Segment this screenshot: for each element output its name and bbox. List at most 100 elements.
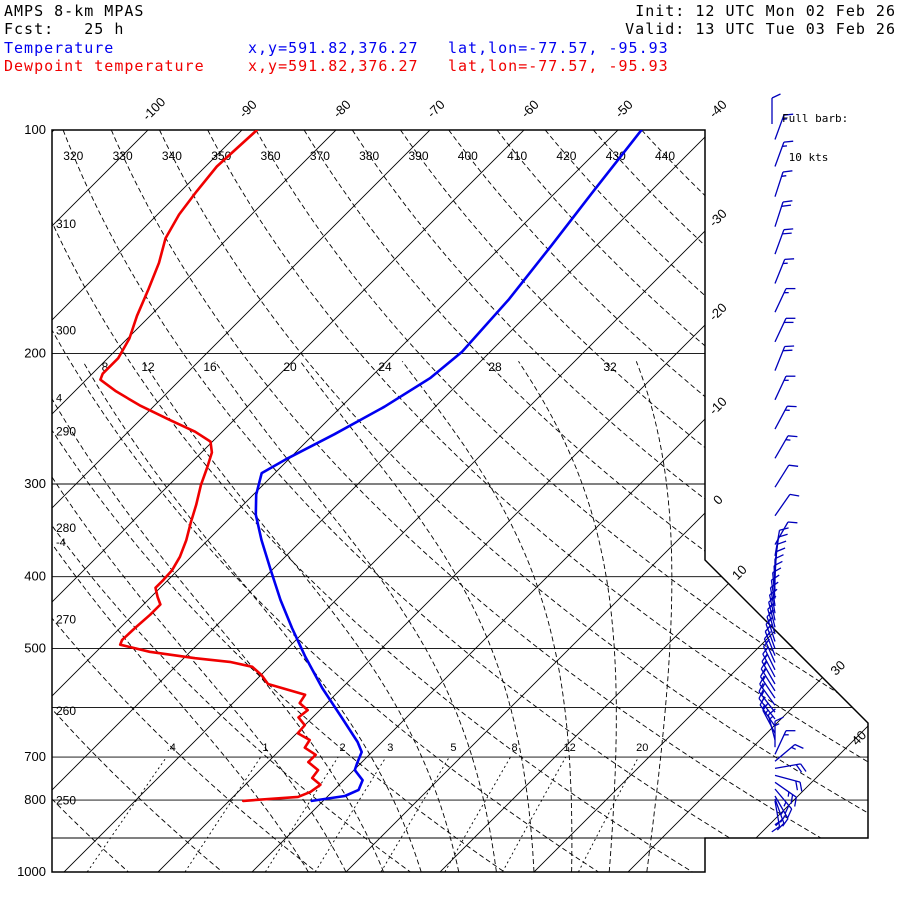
wind-barb — [767, 708, 776, 741]
isotherm-label-right: 40 — [848, 727, 869, 748]
pressure-gridlines — [52, 130, 868, 872]
wind-barb — [774, 435, 798, 459]
wind-barb — [770, 574, 780, 607]
dry-adiabat-label: 440 — [655, 149, 675, 163]
wind-barb — [771, 800, 781, 833]
dry-adiabat-label: 330 — [113, 149, 133, 163]
forecast-hour: Fcst: 25 h — [4, 20, 125, 38]
isotherm-label-right: 0 — [710, 492, 726, 508]
moist-adiabat-label: 12 — [141, 360, 155, 374]
dry-adiabat-label: 260 — [56, 704, 76, 718]
isotherm-label-top: -100 — [139, 94, 168, 123]
wind-barb — [774, 405, 797, 430]
moist-adiabat-label: 32 — [603, 360, 617, 374]
dewpoint-trace — [99, 130, 322, 803]
moist-adiabat-label: 24 — [378, 360, 392, 374]
temperature-xy: x,y=591.82,376.27 — [248, 39, 419, 57]
wind-barb — [774, 317, 796, 343]
isotherm-label-right: -10 — [706, 394, 730, 418]
isotherm-label-right: -30 — [706, 206, 730, 230]
mixing-ratio-label: 12 — [564, 742, 576, 754]
isotherm-lines — [52, 130, 868, 872]
dry-adiabat-label: 360 — [261, 149, 281, 163]
wind-barb — [774, 795, 789, 827]
wind-barb — [774, 228, 794, 255]
wind-barb — [774, 493, 800, 517]
temperature-trace — [254, 130, 643, 803]
wind-barb — [774, 774, 803, 792]
traces — [99, 130, 643, 803]
init-time: Init: 12 UTC Mon 02 Feb 26 — [635, 2, 896, 20]
barb-legend-line1: Full barb: — [782, 112, 849, 125]
pressure-axis-label: 300 — [24, 476, 46, 491]
mixing-ratio-label: 2 — [340, 742, 346, 754]
moist-adiabat-label: -4 — [56, 537, 66, 549]
dry-adiabat-label: 400 — [458, 149, 478, 163]
wind-barb — [774, 140, 794, 167]
wind-barb — [759, 675, 776, 706]
wind-barb — [774, 170, 793, 197]
wind-barb — [768, 588, 778, 621]
isotherm-label-right: 30 — [827, 657, 848, 678]
moist-adiabat-label: 28 — [488, 360, 502, 374]
dry-adiabat-label: 320 — [63, 149, 83, 163]
moist-adiabat-label: 4 — [56, 392, 62, 404]
dry-adiabat-label: 280 — [56, 521, 76, 535]
dry-adiabat-label: 340 — [162, 149, 182, 163]
pressure-axis-label: 500 — [24, 641, 46, 656]
temperature-latlon: lat,lon=-77.57, -95.93 — [448, 39, 669, 57]
dewpoint-legend-label: Dewpoint temperature — [4, 57, 205, 75]
isotherm-label-top: -70 — [424, 97, 448, 121]
mixing-ratio-label: 1 — [262, 742, 268, 754]
wind-barb — [774, 258, 795, 284]
wind-barb — [762, 702, 776, 734]
plot-border — [51, 129, 869, 873]
moist-adiabat-label: 20 — [283, 360, 297, 374]
dry-adiabat-label: 290 — [56, 425, 76, 439]
dewpoint-latlon: lat,lon=-77.57, -95.93 — [448, 57, 669, 75]
mixing-ratio-lines — [86, 756, 639, 872]
dry-adiabat-label: 350 — [211, 149, 231, 163]
wind-barb — [774, 375, 796, 401]
moist-adiabat-label: 8 — [102, 360, 109, 374]
mixing-ratio-label: 5 — [450, 742, 456, 754]
wind-barb — [758, 683, 776, 713]
dry-adiabat-label: 390 — [408, 149, 428, 163]
dry-adiabat-label: 430 — [606, 149, 626, 163]
background-lines — [52, 130, 868, 872]
isotherm-label-top: -90 — [236, 97, 260, 121]
dry-adiabat-label: 300 — [56, 323, 76, 337]
mixing-ratio-label: .4 — [167, 742, 176, 754]
model-title: AMPS 8-km MPAS — [4, 2, 145, 20]
wind-barb — [774, 287, 796, 313]
dry-adiabat-label: 270 — [56, 613, 76, 627]
barb-scale-legend: Full barb: 10 kts — [782, 86, 848, 190]
mixing-ratio-label: 20 — [636, 742, 648, 754]
isotherm-label-top: -80 — [330, 97, 354, 121]
pressure-axis-label: 200 — [24, 345, 46, 360]
wind-barb — [774, 200, 793, 227]
wind-barb — [767, 602, 776, 635]
isotherm-label-top: -60 — [518, 97, 542, 121]
dry-adiabat-label: 420 — [556, 149, 576, 163]
pressure-axis-label: 1000 — [17, 864, 46, 879]
pressure-axis-label: 100 — [24, 122, 46, 137]
wind-barb — [774, 781, 797, 807]
temperature-legend-label: Temperature — [4, 39, 115, 57]
wind-barbs — [758, 93, 807, 833]
wind-barb — [774, 113, 794, 140]
wind-barb — [769, 581, 779, 614]
valid-time: Valid: 13 UTC Tue 03 Feb 26 — [625, 20, 896, 38]
mixing-ratio-label: 3 — [387, 742, 393, 754]
pressure-axis-label: 800 — [24, 792, 46, 807]
wind-barb — [774, 345, 795, 371]
isotherm-label-right: -20 — [706, 300, 730, 324]
dry-adiabat-label: 310 — [56, 217, 76, 231]
isotherm-label-top: -50 — [612, 97, 636, 121]
moist-adiabat-label: 16 — [203, 360, 217, 374]
isotherm-label-top: -40 — [706, 97, 730, 121]
wind-barb — [771, 93, 781, 124]
barb-legend-line2: 10 kts — [782, 151, 829, 164]
